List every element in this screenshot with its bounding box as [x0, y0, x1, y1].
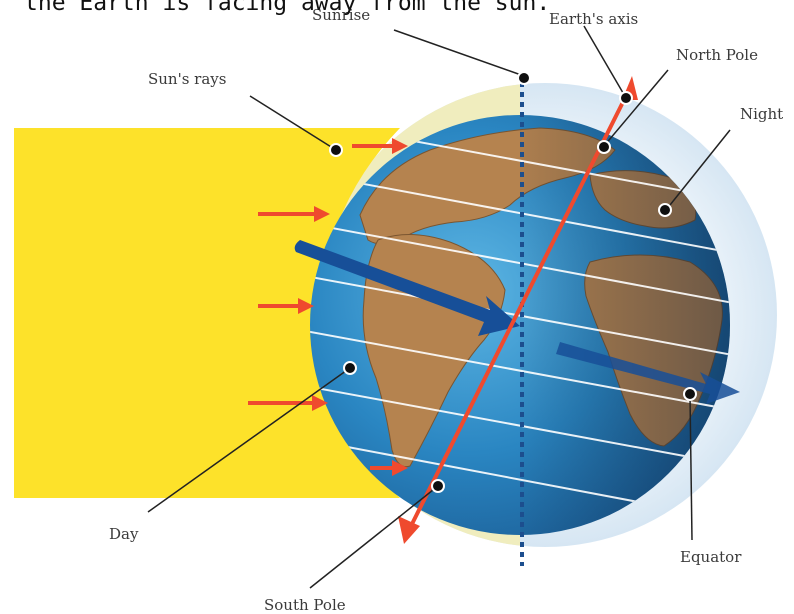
right-arrow-icon	[370, 460, 408, 476]
dot-icon	[683, 387, 697, 401]
leader-lines	[147, 25, 731, 589]
label-south-pole: South Pole	[264, 596, 346, 614]
dot-icon	[329, 143, 343, 157]
label-sunrise: Sunrise	[312, 6, 370, 24]
dot-icon	[658, 203, 672, 217]
dot-icon	[431, 479, 445, 493]
sun-ray-arrows	[248, 138, 408, 476]
caption-text: the Earth is facing away from the sun.	[24, 0, 551, 16]
label-equator: Equator	[680, 548, 742, 566]
label-night: Night	[740, 105, 783, 123]
label-north-pole: North Pole	[676, 46, 758, 64]
dot-icon	[597, 140, 611, 154]
sunlight-band	[14, 128, 400, 498]
label-earths-axis: Earth's axis	[549, 10, 638, 28]
label-day: Day	[109, 525, 139, 543]
earth-globe	[310, 115, 730, 535]
right-arrow-icon	[258, 298, 314, 314]
right-arrow-icon	[352, 138, 408, 154]
marker-dots	[329, 71, 697, 493]
label-suns-rays: Sun's rays	[148, 70, 226, 88]
dot-icon	[517, 71, 531, 85]
right-arrow-icon	[258, 206, 330, 222]
dot-icon	[619, 91, 633, 105]
right-arrow-icon	[248, 395, 328, 411]
dot-icon	[343, 361, 357, 375]
